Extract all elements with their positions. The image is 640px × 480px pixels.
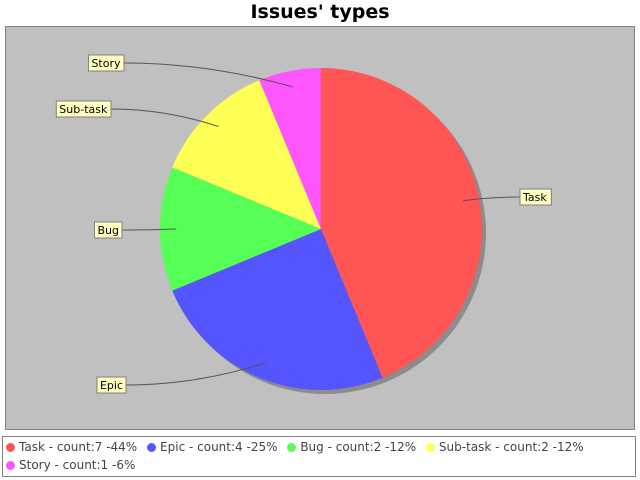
label-connector-sub-task bbox=[110, 108, 219, 127]
slice-label-box bbox=[96, 376, 127, 394]
legend-swatch-task bbox=[6, 442, 15, 452]
legend-row: Task - count:7 -44% Epic - count:4 -25% … bbox=[6, 440, 632, 458]
slice-label-text: Task bbox=[522, 191, 547, 204]
slice-label-text: Epic bbox=[100, 379, 123, 392]
legend-item-bug: Bug - count:2 -12% bbox=[287, 440, 416, 454]
legend-label-bug: Bug - count:2 -12% bbox=[300, 440, 417, 454]
slice-label-sub-task: Sub-task bbox=[55, 100, 112, 118]
chart-title: Issues' types bbox=[250, 1, 390, 23]
slice-label-box bbox=[93, 221, 123, 239]
slice-label-box bbox=[55, 100, 112, 118]
legend-item-task: Task - count:7 -44% bbox=[6, 440, 137, 454]
legend-item-story: Story - count:1 -6% bbox=[6, 458, 135, 472]
slice-label-task: Task bbox=[519, 188, 552, 206]
slice-label-epic: Epic bbox=[96, 376, 127, 394]
pie-slice-story bbox=[259, 68, 321, 229]
legend-swatch-sub-task bbox=[425, 442, 435, 452]
label-connector-task bbox=[463, 196, 521, 202]
label-connector-story bbox=[123, 62, 293, 88]
label-connector-bug bbox=[121, 228, 177, 231]
slice-label-story: Story bbox=[87, 54, 125, 72]
legend-row: Story - count:1 -6% bbox=[6, 458, 632, 476]
slice-label-box bbox=[87, 54, 125, 72]
legend-swatch-story bbox=[6, 460, 15, 470]
slice-label-text: Sub-task bbox=[59, 103, 108, 116]
label-connector-epic bbox=[125, 362, 266, 386]
pie-slice-epic bbox=[172, 229, 383, 390]
legend-label-task: Task - count:7 -44% bbox=[19, 440, 138, 454]
legend-swatch-epic bbox=[147, 442, 157, 452]
legend-label-sub-task: Sub-task - count:2 -12% bbox=[438, 440, 584, 454]
pie-slice-task bbox=[321, 68, 482, 378]
pie-chart: Task Epic Bug Sub-task Story bbox=[55, 54, 552, 394]
legend-label-story: Story - count:1 -6% bbox=[19, 458, 136, 472]
pie-slice-sub-task bbox=[172, 80, 321, 229]
slice-label-text: Bug bbox=[97, 224, 119, 237]
slice-label-box bbox=[519, 188, 552, 206]
legend-item-sub-task: Sub-task - count:2 -12% bbox=[425, 440, 584, 454]
plot-area: Task Epic Bug Sub-task Story bbox=[5, 26, 635, 430]
slice-label-bug: Bug bbox=[93, 221, 123, 239]
slice-label-text: Story bbox=[91, 57, 121, 70]
legend: Task - count:7 -44% Epic - count:4 -25% … bbox=[2, 436, 636, 477]
legend-item-epic: Epic - count:4 -25% bbox=[147, 440, 278, 454]
legend-label-epic: Epic - count:4 -25% bbox=[160, 440, 278, 454]
pie-slice-bug bbox=[160, 167, 321, 291]
legend-swatch-bug bbox=[287, 442, 297, 452]
